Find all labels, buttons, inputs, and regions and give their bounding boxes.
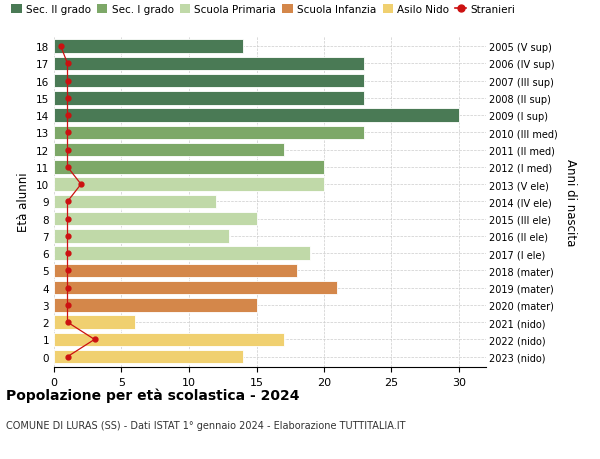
Bar xyxy=(54,350,243,364)
Bar xyxy=(54,75,364,88)
Bar xyxy=(54,195,216,209)
Bar xyxy=(54,213,257,226)
Bar xyxy=(54,247,311,260)
Bar xyxy=(54,298,257,312)
Y-axis label: Anni di nascita: Anni di nascita xyxy=(564,158,577,246)
Text: Popolazione per età scolastica - 2024: Popolazione per età scolastica - 2024 xyxy=(6,388,299,403)
Bar xyxy=(54,230,229,243)
Bar xyxy=(54,161,324,174)
Bar xyxy=(54,92,364,106)
Bar xyxy=(54,333,284,347)
Bar xyxy=(54,281,337,295)
Legend: Sec. II grado, Sec. I grado, Scuola Primaria, Scuola Infanzia, Asilo Nido, Stran: Sec. II grado, Sec. I grado, Scuola Prim… xyxy=(11,5,515,15)
Bar xyxy=(54,57,364,71)
Bar xyxy=(54,264,297,278)
Bar xyxy=(54,126,364,140)
Bar xyxy=(54,316,135,329)
Bar xyxy=(54,178,324,191)
Text: COMUNE DI LURAS (SS) - Dati ISTAT 1° gennaio 2024 - Elaborazione TUTTITALIA.IT: COMUNE DI LURAS (SS) - Dati ISTAT 1° gen… xyxy=(6,420,406,430)
Bar xyxy=(54,40,243,54)
Bar xyxy=(54,109,459,123)
Bar xyxy=(54,144,284,157)
Y-axis label: Età alunni: Età alunni xyxy=(17,172,31,232)
